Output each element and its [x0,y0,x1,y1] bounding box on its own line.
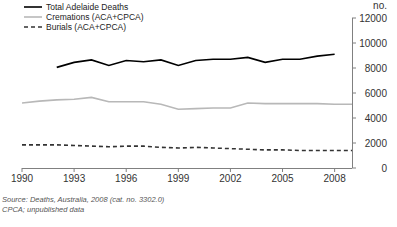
legend-label: Burials (ACA+CPCA) [46,22,126,32]
x-tick-label: 1993 [63,173,86,184]
series-line [57,54,335,67]
y-tick-label: 8000 [365,63,388,74]
chart: 0 2000 4000 6000 8000 10000 12000 no. 1990 1993 19… [0,0,397,227]
y-tick [352,168,356,169]
x-tick-label: 2002 [219,173,242,184]
y-tick [352,143,356,144]
x-tick [334,168,335,172]
y-tick-label: 10000 [359,38,387,49]
y-tick-label: 0 [381,163,387,174]
y-tick-label: 6000 [365,88,388,99]
x-tick-label: 1996 [115,173,138,184]
y-tick [352,93,356,94]
y-tick-label: 12000 [359,13,387,24]
x-tick-label: 2005 [271,173,294,184]
legend-swatch [24,6,42,8]
x-axis-line [22,168,352,169]
x-tick [178,168,179,172]
series-line [22,145,352,151]
legend-label: Cremations (ACA+CPCA) [46,12,144,22]
y-tick [352,118,356,119]
x-tick [74,168,75,172]
x-tick [282,168,283,172]
legend-swatch [24,26,42,28]
x-tick-label: 2008 [324,173,347,184]
x-tick [22,168,23,172]
x-tick-label: 1999 [167,173,190,184]
y-tick-label: 2000 [365,138,388,149]
series-line [22,97,352,109]
source-note: CPCA; unpublished data [2,205,84,214]
source-note: Source: Deaths, Australia, 2008 (cat. no… [2,195,165,204]
legend-label: Total Adelaide Deaths [46,2,128,12]
x-tick [126,168,127,172]
x-tick [230,168,231,172]
y-tick [352,68,356,69]
y-axis-label: no. [373,0,387,11]
plot-lines [22,54,352,150]
legend-swatch [24,16,42,18]
y-tick [352,18,356,19]
y-tick-label: 4000 [365,113,388,124]
y-tick [352,43,356,44]
x-tick-label: 1990 [11,173,34,184]
